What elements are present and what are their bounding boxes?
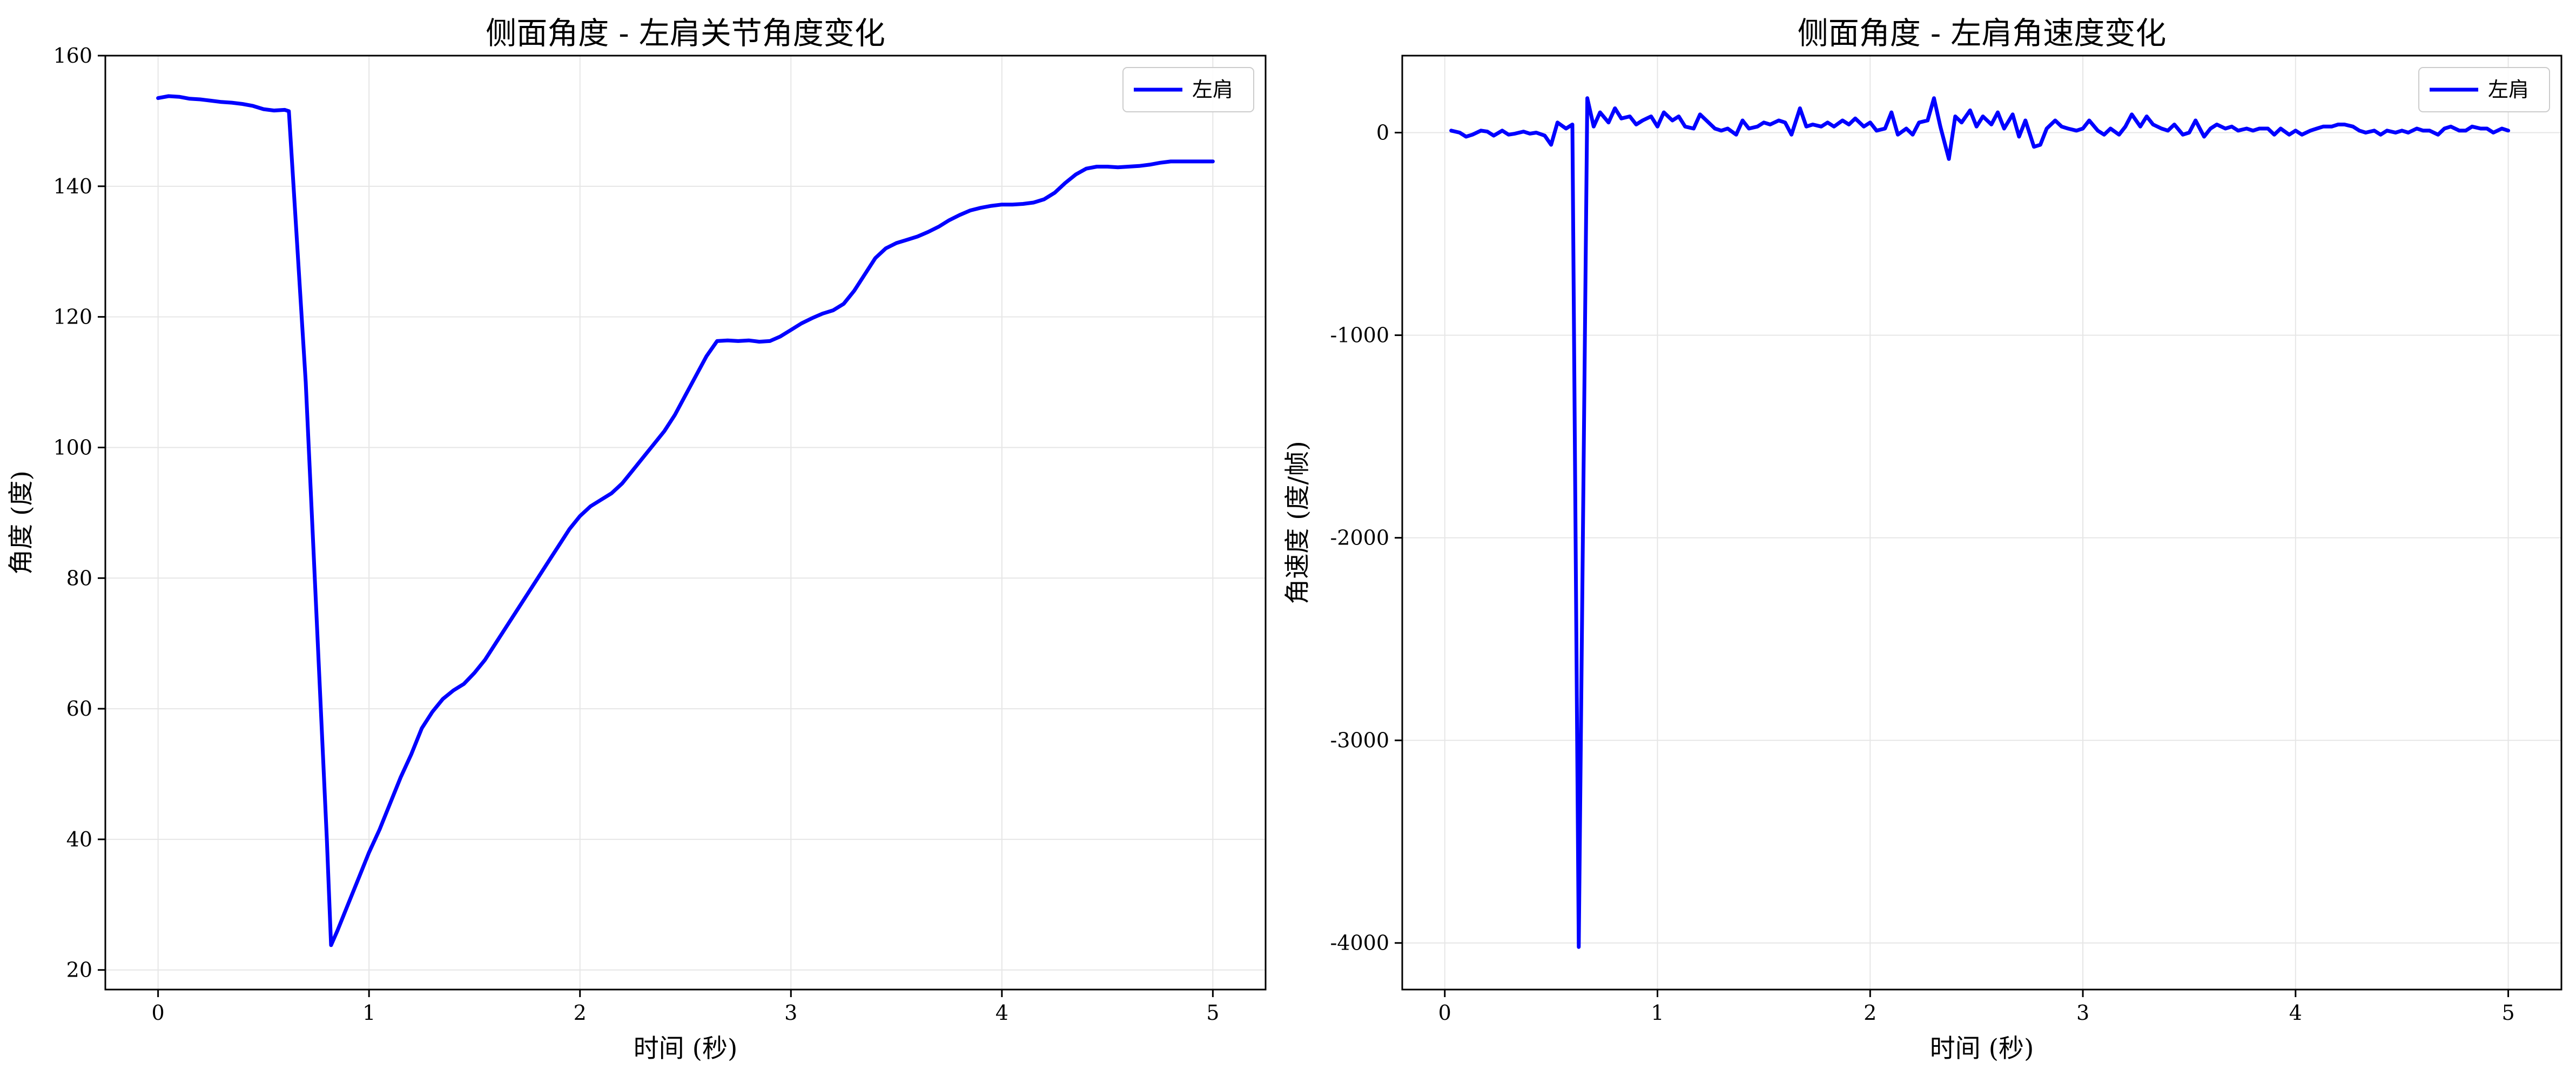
- chart-title: 侧面角度 - 左肩角速度变化: [1798, 16, 2167, 51]
- y-tick-label: 20: [66, 958, 92, 982]
- plot-frame: [104, 55, 1267, 991]
- y-tick-label: -4000: [1330, 931, 1389, 955]
- legend-box: [2418, 67, 2550, 112]
- x-tick-label: 3: [2076, 1001, 2089, 1025]
- y-tick-label: 120: [53, 305, 92, 329]
- y-tick-label: -3000: [1330, 729, 1389, 752]
- series-line-0: [156, 94, 1215, 947]
- y-tick-label: -2000: [1330, 526, 1389, 550]
- x-tick-label: 0: [152, 1001, 165, 1025]
- x-tick-label: 4: [2289, 1001, 2302, 1025]
- x-tick-label: 2: [574, 1001, 587, 1025]
- right-chart-angular-velocity: 侧面角度 - 左肩角速度变化 0 1 2 3 4 5 -4000 -3000 -2000 -1000…: [1283, 16, 2562, 1064]
- legend-label: 左肩: [2488, 78, 2529, 102]
- left-chart-angle: 侧面角度 - 左肩关节角度变化 0 1 2 3 4 5 20 40 60 80 100 120 140 16…: [6, 16, 1267, 1064]
- y-tick-label: 40: [66, 828, 92, 851]
- x-tick-label: 3: [784, 1001, 797, 1025]
- legend: 左肩: [2418, 67, 2550, 112]
- series-line-0: [1449, 96, 2511, 949]
- y-axis-label: 角度 (度): [6, 470, 36, 575]
- plot-frame: [1401, 55, 2562, 991]
- y-tick-label: 140: [53, 174, 92, 198]
- x-tick-label: 1: [362, 1001, 375, 1025]
- x-axis-label: 时间 (秒): [1930, 1034, 2034, 1064]
- x-tick-label: 5: [1206, 1001, 1219, 1025]
- y-tick-label: 0: [1376, 121, 1389, 145]
- x-tick-label: 5: [2501, 1001, 2514, 1025]
- y-tick-label: 160: [53, 44, 92, 68]
- y-axis-label: 角速度 (度/帧): [1283, 441, 1313, 604]
- y-tick-label: 80: [66, 566, 92, 590]
- chart-title: 侧面角度 - 左肩关节角度变化: [486, 16, 885, 51]
- x-tick-label: 2: [1864, 1001, 1876, 1025]
- legend: 左肩: [1122, 67, 1254, 112]
- x-tick-label: 1: [1651, 1001, 1664, 1025]
- x-tick-label: 4: [996, 1001, 1008, 1025]
- y-tick-label: 60: [66, 697, 92, 721]
- legend-label: 左肩: [1192, 78, 1233, 102]
- x-axis-label: 时间 (秒): [634, 1034, 738, 1064]
- x-tick-label: 0: [1438, 1001, 1451, 1025]
- y-tick-label: 100: [53, 435, 92, 459]
- y-tick-label: -1000: [1330, 324, 1389, 347]
- legend-box: [1122, 67, 1254, 112]
